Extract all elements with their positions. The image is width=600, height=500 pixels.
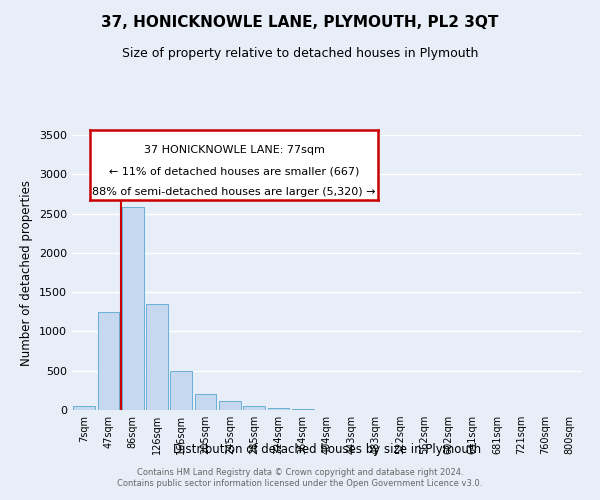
Bar (146, 304, 168, 410)
Bar (97, 312, 119, 410)
Bar (268, 408, 289, 410)
Bar (170, 370, 192, 410)
Text: Contains HM Land Registry data © Crown copyright and database right 2024.
Contai: Contains HM Land Registry data © Crown c… (118, 468, 482, 487)
Text: Distribution of detached houses by size in Plymouth: Distribution of detached houses by size … (173, 442, 481, 456)
Bar (194, 394, 217, 410)
Y-axis label: Number of detached properties: Number of detached properties (20, 180, 34, 366)
Text: 37, HONICKNOWLE LANE, PLYMOUTH, PL2 3QT: 37, HONICKNOWLE LANE, PLYMOUTH, PL2 3QT (101, 15, 499, 30)
Text: 37 HONICKNOWLE LANE: 77sqm: 37 HONICKNOWLE LANE: 77sqm (143, 146, 325, 156)
Text: 88% of semi-detached houses are larger (5,320) →: 88% of semi-detached houses are larger (… (92, 188, 376, 198)
Bar (122, 208, 143, 410)
Text: Size of property relative to detached houses in Plymouth: Size of property relative to detached ho… (122, 48, 478, 60)
Bar (292, 409, 314, 410)
Bar (73, 406, 95, 410)
Bar (219, 402, 241, 410)
Text: ← 11% of detached houses are smaller (667): ← 11% of detached houses are smaller (66… (109, 166, 359, 176)
Bar (243, 406, 265, 410)
